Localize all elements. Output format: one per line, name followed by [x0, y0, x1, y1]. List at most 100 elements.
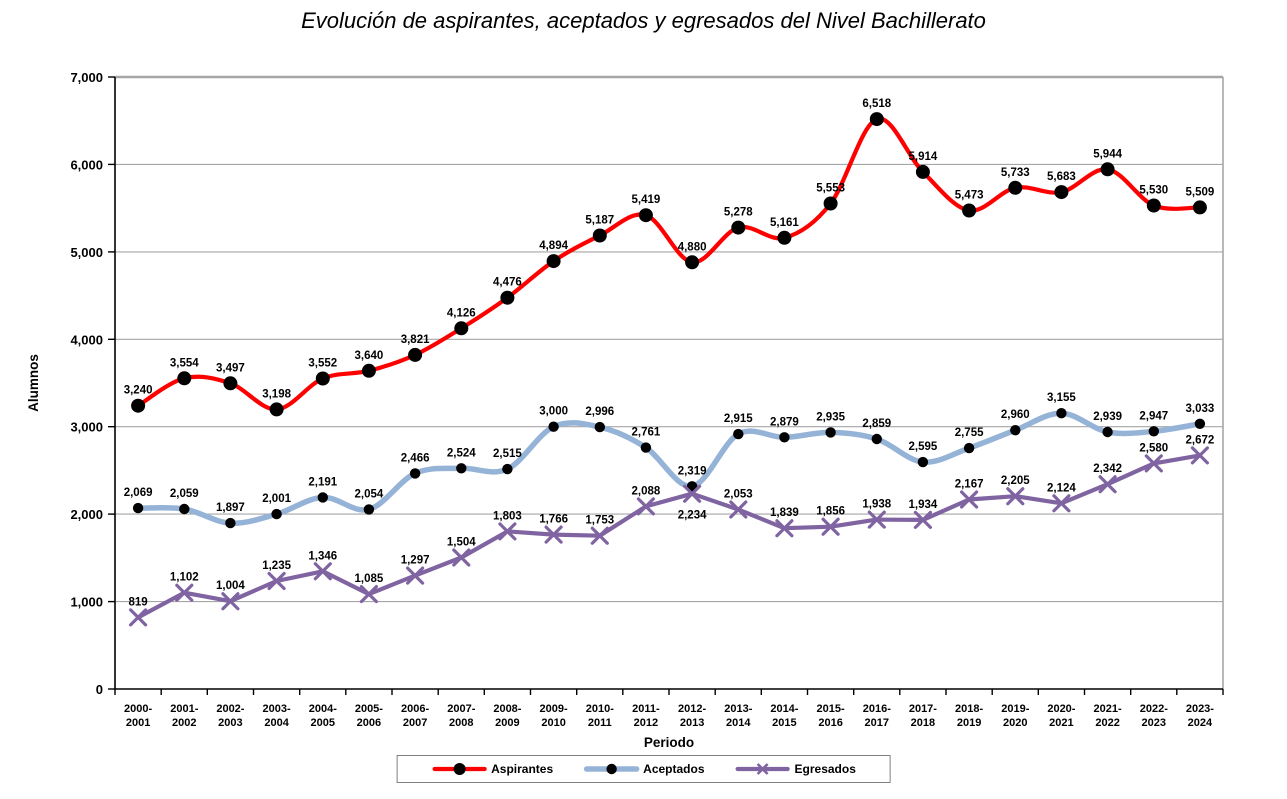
series-line-aceptados: [135, 410, 1203, 526]
data-label-egresados: 2,234: [678, 510, 707, 522]
marker-aspirantes: [869, 112, 884, 127]
marker-egresados: [359, 584, 378, 604]
x-tick-label: 2010-2011: [586, 703, 614, 729]
y-tick-label: 3,000: [70, 420, 103, 435]
x-tick-label: 2009-2010: [540, 703, 568, 729]
marker-egresados: [175, 583, 194, 602]
data-label-egresados: 1,934: [909, 499, 938, 511]
marker-aceptados: [1056, 408, 1067, 419]
marker-aspirantes: [1054, 185, 1069, 200]
data-label-aspirantes: 3,198: [262, 388, 291, 400]
legend-label-aceptados: Aceptados: [643, 762, 705, 776]
data-label-aspirantes: 5,278: [724, 207, 753, 219]
marker-egresados: [1052, 494, 1071, 513]
data-label-egresados: 1,235: [262, 560, 291, 572]
data-label-aspirantes: 4,126: [447, 307, 476, 319]
marker-aceptados: [132, 502, 144, 514]
marker-egresados: [1006, 487, 1025, 506]
marker-aceptados: [502, 463, 513, 475]
data-label-aspirantes: 5,914: [909, 151, 938, 163]
data-label-aceptados: 3,033: [1186, 403, 1215, 415]
marker-aspirantes: [546, 254, 561, 269]
data-label-aspirantes: 3,821: [401, 334, 430, 346]
marker-aspirantes: [777, 230, 792, 245]
x-tick-label: 2013-2014: [724, 703, 752, 729]
marker-aspirantes: [1146, 198, 1161, 213]
marker-aspirantes: [915, 164, 930, 179]
data-label-egresados: 2,672: [1186, 434, 1215, 446]
legend-label-aspirantes: Aspirantes: [491, 762, 554, 776]
marker-egresados: [775, 519, 794, 538]
data-label-aspirantes: 4,880: [678, 241, 707, 253]
legend-line-sample-egresados: [735, 763, 790, 775]
marker-egresados: [821, 517, 840, 536]
x-tick-label: 2011-2012: [632, 703, 660, 729]
marker-egresados: [913, 510, 933, 530]
marker-aspirantes: [638, 208, 653, 223]
marker-aceptados: [548, 421, 559, 432]
marker-aceptados: [179, 503, 190, 515]
data-label-egresados: 1,004: [216, 580, 245, 592]
marker-aspirantes: [500, 290, 515, 305]
data-label-aspirantes: 6,518: [862, 98, 891, 110]
data-label-aceptados: 2,939: [1093, 411, 1122, 423]
marker-aspirantes: [1008, 180, 1023, 195]
data-label-aspirantes: 5,944: [1093, 148, 1122, 160]
marker-aspirantes: [315, 371, 330, 386]
x-tick-label: 2006-2007: [401, 703, 429, 729]
data-label-aspirantes: 3,552: [308, 358, 337, 370]
x-tick-label: 2023-2024: [1186, 703, 1214, 729]
data-label-aspirantes: 4,476: [493, 277, 522, 289]
data-label-egresados: 1,839: [770, 507, 799, 519]
legend-item-aceptados: Aceptados: [583, 761, 705, 777]
x-tick-label: 2014-2015: [770, 703, 798, 729]
data-label-aceptados: 2,524: [447, 447, 476, 459]
data-label-egresados: 1,085: [355, 573, 384, 585]
marker-egresados: [1190, 446, 1210, 465]
marker-egresados: [867, 510, 886, 529]
x-tick-label: 2005-2006: [355, 703, 383, 729]
x-tick-label: 2018-2019: [955, 703, 983, 729]
chart-legend: Aspirantes Aceptados Egresados: [396, 755, 891, 783]
marker-aceptados: [271, 508, 282, 520]
marker-aceptados: [1102, 426, 1113, 438]
series-line-aspirantes: [136, 116, 1202, 412]
marker-egresados: [590, 526, 609, 545]
legend-item-aspirantes: Aspirantes: [431, 761, 553, 777]
legend-label-egresados: Egresados: [794, 762, 856, 776]
x-tick-label: 2002-2003: [216, 703, 244, 729]
x-tick-label: 2000-2001: [124, 703, 152, 729]
x-tick-label: 2019-2020: [1001, 703, 1029, 729]
data-label-aspirantes: 5,553: [816, 183, 845, 195]
marker-egresados: [221, 592, 240, 611]
x-tick-label: 2012-2013: [678, 703, 706, 729]
data-label-aceptados: 2,755: [955, 427, 984, 439]
data-label-aspirantes: 3,497: [216, 362, 245, 374]
x-tick-label: 2020-2021: [1047, 703, 1075, 729]
data-label-aceptados: 2,859: [862, 418, 891, 430]
marker-egresados: [498, 522, 517, 541]
x-tick-label: 2001-2002: [170, 703, 198, 729]
y-tick-label: 5,000: [70, 245, 103, 260]
marker-egresados: [406, 566, 425, 585]
x-tick-label: 2004-2005: [309, 703, 337, 729]
data-label-aceptados: 2,879: [770, 416, 799, 428]
x-tick-label: 2017-2018: [909, 703, 937, 729]
marker-aceptados: [733, 428, 744, 440]
marker-aspirantes: [1100, 162, 1115, 177]
marker-egresados: [267, 571, 286, 591]
data-label-aceptados: 2,054: [355, 488, 384, 500]
chart-title: Evolución de aspirantes, aceptados y egr…: [301, 8, 986, 33]
y-tick-label: 6,000: [70, 157, 103, 172]
marker-aceptados: [963, 442, 975, 454]
data-label-egresados: 2,053: [724, 489, 753, 501]
data-label-egresados: 2,088: [632, 485, 661, 497]
x-tick-label: 2022-2023: [1140, 703, 1168, 729]
x-tick-label: 2021-2022: [1094, 703, 1122, 729]
marker-aceptados: [317, 492, 328, 503]
marker-aceptados: [640, 442, 652, 453]
x-tick-label: 2016-2017: [863, 703, 891, 729]
marker-egresados: [129, 608, 148, 627]
